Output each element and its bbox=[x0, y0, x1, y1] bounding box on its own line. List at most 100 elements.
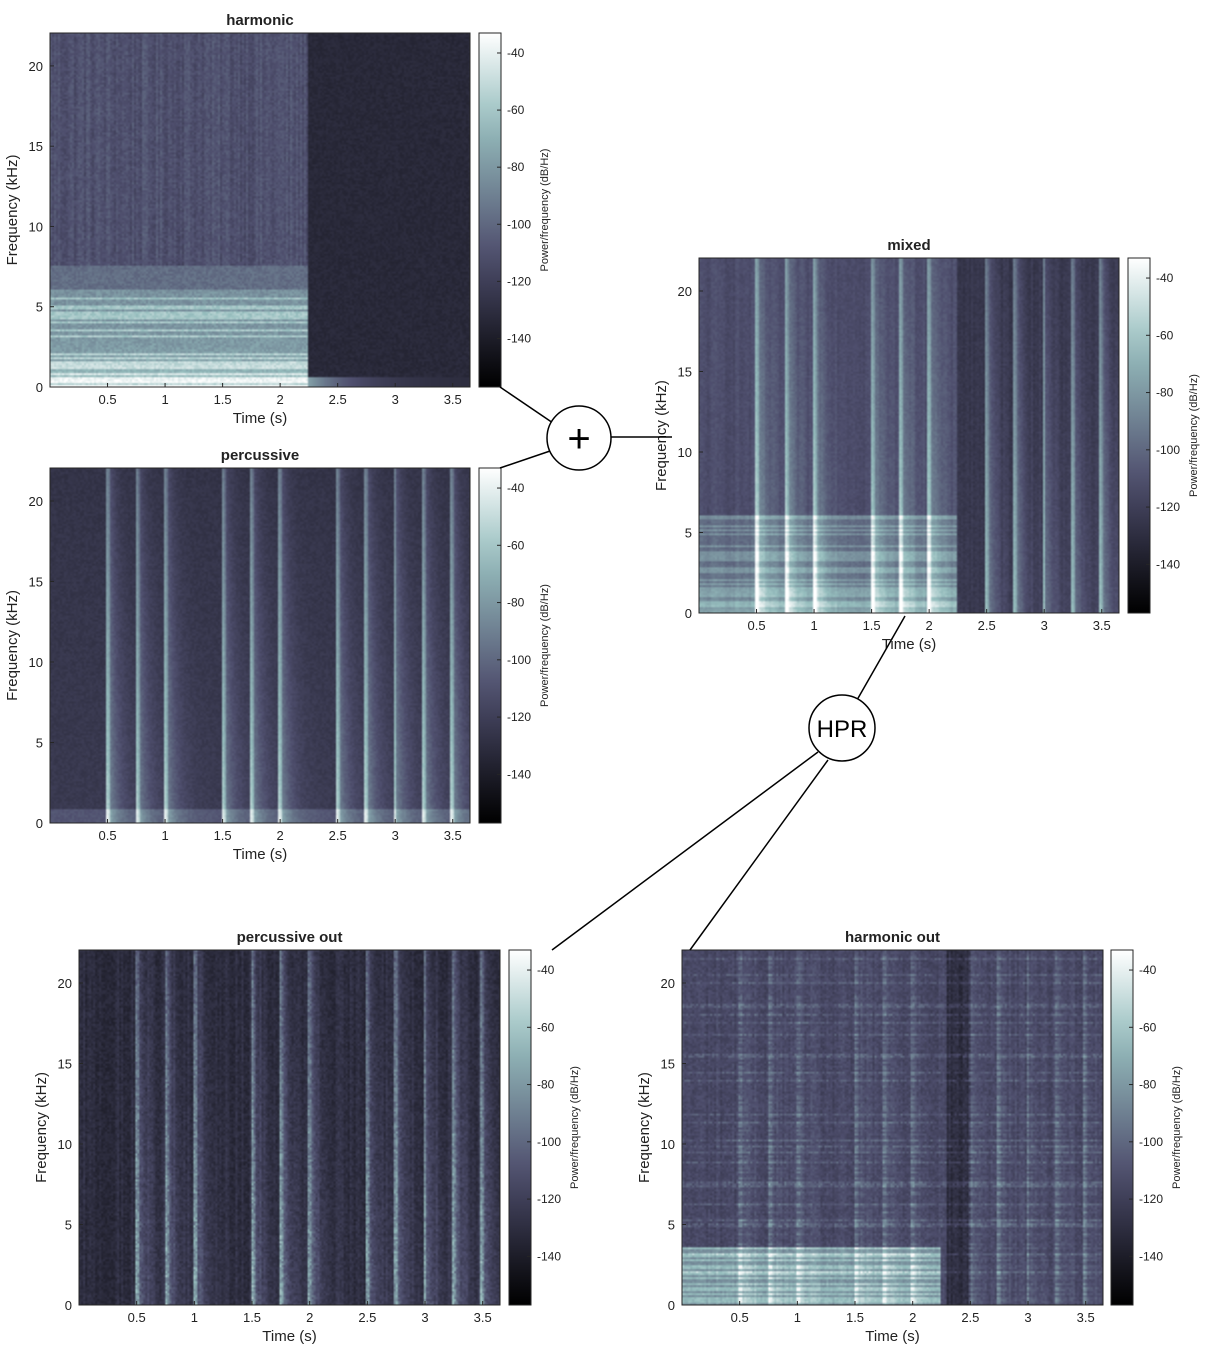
percussive-plot-frame bbox=[49, 467, 471, 824]
harmonic-xtick-label: 3.5 bbox=[444, 392, 462, 407]
harmonic-out-colorbar-tick-label: -100 bbox=[1139, 1135, 1163, 1149]
percussive-ylabel: Frequency (kHz) bbox=[4, 590, 21, 701]
percussive-out-xtick-label: 1.5 bbox=[243, 1310, 261, 1325]
harmonic-out-xlabel: Time (s) bbox=[865, 1328, 919, 1345]
mixed-colorbar-tick-label: -40 bbox=[1156, 271, 1174, 285]
harmonic-xtick-label: 2.5 bbox=[329, 392, 347, 407]
harmonic-out-ytick-label: 0 bbox=[668, 1298, 675, 1313]
harmonic-colorbar-tick-label: -140 bbox=[507, 331, 531, 345]
mixed-colorbar-tick-label: -120 bbox=[1156, 500, 1180, 514]
percussive-out-colorbar-tick-label: -80 bbox=[537, 1078, 555, 1092]
mixed-chart: mixed 0.5 1 1.5 2 2.5 3 3.5 0 5 10 15 20 Time (s) Freq… bbox=[653, 237, 1200, 653]
harmonic-xtick-label: 0.5 bbox=[98, 392, 116, 407]
percussive-out-spectrogram bbox=[79, 950, 500, 1305]
harmonic-colorbar bbox=[478, 32, 502, 388]
mixed-colorbar-tick-label: -140 bbox=[1156, 557, 1180, 571]
percussive-chart: percussive 0.5 1 1.5 2 2.5 3 3.5 0 5 10 15 20 Time (s… bbox=[4, 447, 551, 863]
percussive-out-xtick-label: 3 bbox=[421, 1310, 428, 1325]
harmonic-colorbar-label: Power/frequency (dB/Hz) bbox=[539, 149, 551, 272]
harmonic-colorbar-tick-label: -120 bbox=[507, 274, 531, 288]
percussive-out-xtick-label: 2.5 bbox=[358, 1310, 376, 1325]
mixed-xtick-label: 0.5 bbox=[747, 618, 765, 633]
mixed-colorbar bbox=[1127, 257, 1151, 614]
mixed-spectrogram bbox=[699, 258, 1119, 613]
mixed-title: mixed bbox=[887, 237, 930, 254]
percussive-colorbar-tick-label: -140 bbox=[507, 767, 531, 781]
mixed-ytick-label: 0 bbox=[685, 606, 692, 621]
mixed-ytick-label: 15 bbox=[678, 365, 692, 380]
mixed-ytick-label: 10 bbox=[678, 445, 692, 460]
mixed-xtick-label: 3.5 bbox=[1093, 618, 1111, 633]
percussive-to-sum-line bbox=[499, 449, 554, 469]
harmonic-out-spectrogram bbox=[682, 950, 1103, 1305]
hpr-to-percussive-out-line bbox=[551, 751, 819, 951]
percussive-out-xlabel: Time (s) bbox=[262, 1328, 316, 1345]
percussive-out-colorbar-tick-label: -100 bbox=[537, 1135, 561, 1149]
harmonic-to-sum-line bbox=[499, 386, 554, 424]
harmonic-out-colorbar bbox=[1110, 949, 1134, 1306]
harmonic-plot-frame bbox=[49, 32, 471, 388]
percussive-title: percussive bbox=[221, 447, 299, 464]
percussive-ytick-label: 20 bbox=[29, 494, 43, 509]
mixed-colorbar-tick-label: -80 bbox=[1156, 386, 1174, 400]
percussive-out-title: percussive out bbox=[237, 929, 343, 946]
sum-node-symbol: + bbox=[567, 417, 590, 461]
percussive-out-xtick-label: 1 bbox=[191, 1310, 198, 1325]
harmonic-xtick-label: 3 bbox=[392, 392, 399, 407]
harmonic-out-colorbar-label: Power/frequency (dB/Hz) bbox=[1171, 1066, 1183, 1189]
harmonic-ytick-label: 20 bbox=[29, 59, 43, 74]
percussive-out-xtick-label: 3.5 bbox=[474, 1310, 492, 1325]
harmonic-out-xtick-label: 3 bbox=[1024, 1310, 1031, 1325]
harmonic-out-xtick-label: 0.5 bbox=[731, 1310, 749, 1325]
harmonic-out-xtick-label: 3.5 bbox=[1077, 1310, 1095, 1325]
harmonic-out-ylabel: Frequency (kHz) bbox=[636, 1072, 653, 1183]
mixed-xlabel: Time (s) bbox=[882, 636, 936, 653]
percussive-ytick-label: 10 bbox=[29, 655, 43, 670]
percussive-out-colorbar-tick-label: -40 bbox=[537, 963, 555, 977]
percussive-out-ytick-label: 15 bbox=[58, 1057, 72, 1072]
harmonic-out-plot-frame bbox=[681, 949, 1104, 1306]
harmonic-title: harmonic bbox=[226, 12, 294, 29]
harmonic-xtick-label: 2 bbox=[277, 392, 284, 407]
sum-node: + bbox=[546, 405, 612, 471]
percussive-out-xtick-label: 2 bbox=[306, 1310, 313, 1325]
harmonic-ytick-label: 10 bbox=[29, 219, 43, 234]
connector-lines bbox=[499, 386, 906, 951]
harmonic-out-xtick-label: 1.5 bbox=[846, 1310, 864, 1325]
percussive-xtick-label: 3.5 bbox=[444, 828, 462, 843]
percussive-ytick-label: 15 bbox=[29, 575, 43, 590]
mixed-ylabel: Frequency (kHz) bbox=[653, 380, 670, 491]
percussive-colorbar-tick-label: -120 bbox=[507, 710, 531, 724]
harmonic-out-colorbar-tick-label: -120 bbox=[1139, 1192, 1163, 1206]
percussive-out-xtick-label: 0.5 bbox=[128, 1310, 146, 1325]
percussive-ytick-label: 5 bbox=[36, 736, 43, 751]
mixed-xtick-label: 3 bbox=[1041, 618, 1048, 633]
percussive-out-ytick-label: 10 bbox=[58, 1137, 72, 1152]
harmonic-out-ytick-label: 5 bbox=[668, 1218, 675, 1233]
percussive-out-colorbar-tick-label: -140 bbox=[537, 1249, 561, 1263]
percussive-out-chart: percussive out 0.5 1 1.5 2 2.5 3 3.5 0 5 10 15 20 Tim… bbox=[33, 929, 581, 1345]
mixed-colorbar-label: Power/frequency (dB/Hz) bbox=[1188, 374, 1200, 497]
harmonic-out-colorbar-tick-label: -40 bbox=[1139, 963, 1157, 977]
percussive-xtick-label: 2.5 bbox=[329, 828, 347, 843]
hpr-node: HPR bbox=[808, 694, 876, 762]
percussive-out-ylabel: Frequency (kHz) bbox=[33, 1072, 50, 1183]
mixed-plot-frame bbox=[698, 257, 1120, 614]
percussive-colorbar bbox=[478, 467, 502, 824]
harmonic-out-colorbar-tick-label: -60 bbox=[1139, 1020, 1157, 1034]
mixed-to-hpr-line bbox=[856, 615, 906, 701]
percussive-xtick-label: 1.5 bbox=[214, 828, 232, 843]
harmonic-ytick-label: 5 bbox=[36, 300, 43, 315]
percussive-xtick-label: 2 bbox=[277, 828, 284, 843]
percussive-out-ytick-label: 20 bbox=[58, 976, 72, 991]
percussive-xtick-label: 0.5 bbox=[98, 828, 116, 843]
harmonic-out-ytick-label: 15 bbox=[661, 1057, 675, 1072]
percussive-out-colorbar-tick-label: -120 bbox=[537, 1192, 561, 1206]
harmonic-out-xtick-label: 1 bbox=[794, 1310, 801, 1325]
hpr-to-harmonic-out-line bbox=[689, 759, 829, 951]
harmonic-out-ytick-label: 20 bbox=[661, 976, 675, 991]
percussive-xlabel: Time (s) bbox=[233, 846, 287, 863]
harmonic-xtick-label: 1 bbox=[161, 392, 168, 407]
harmonic-xlabel: Time (s) bbox=[233, 410, 287, 427]
